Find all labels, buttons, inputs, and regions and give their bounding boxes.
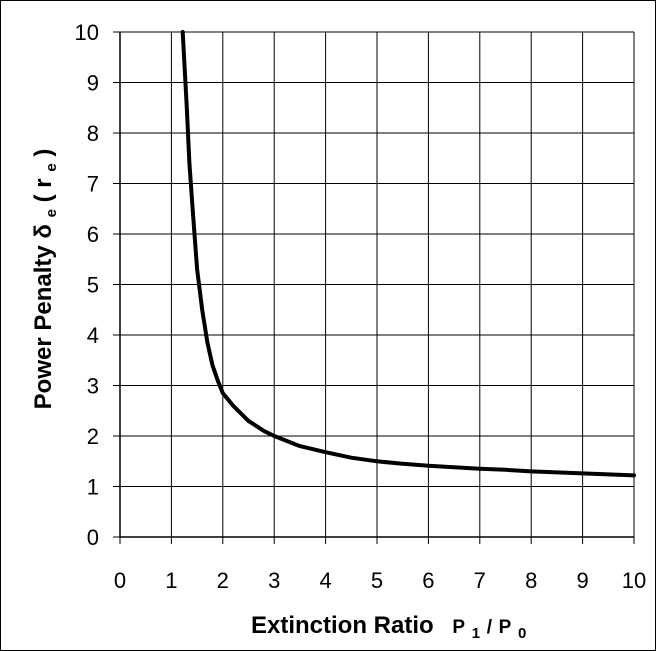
y-tick-label: 3 bbox=[87, 374, 99, 399]
x-tick-label: 7 bbox=[474, 568, 486, 593]
x-tick-label: 10 bbox=[622, 568, 646, 593]
x-tick-label: 3 bbox=[268, 568, 280, 593]
x-axis-p0: P bbox=[499, 617, 512, 638]
y-axis-r: r bbox=[30, 178, 57, 187]
y-tick-label: 8 bbox=[87, 121, 99, 146]
y-axis-delta-sub: e bbox=[43, 209, 60, 217]
x-tick-label: 5 bbox=[371, 568, 383, 593]
x-tick-label: 4 bbox=[319, 568, 331, 593]
y-tick-label: 6 bbox=[87, 222, 99, 247]
y-axis-title: Power Penalty δ e ( r e ) bbox=[30, 149, 62, 410]
y-tick-label: 0 bbox=[87, 525, 99, 550]
x-tick-label: 6 bbox=[422, 568, 434, 593]
x-axis-p0-sub: 0 bbox=[518, 625, 526, 642]
x-axis-p1: P bbox=[452, 617, 465, 638]
x-tick-labels: 0 1 2 3 4 5 6 7 8 9 10 bbox=[114, 568, 646, 593]
x-tick-label: 8 bbox=[525, 568, 537, 593]
y-axis-open-paren: ( bbox=[30, 194, 57, 202]
y-axis-delta: δ bbox=[30, 224, 57, 239]
x-tick-label: 1 bbox=[165, 568, 177, 593]
x-axis-title: Extinction Ratio P 1 / P 0 bbox=[251, 612, 526, 644]
y-axis-close-paren: ) bbox=[30, 149, 57, 157]
y-axis-r-sub: e bbox=[43, 163, 60, 171]
y-tick-label: 4 bbox=[87, 323, 99, 348]
y-tick-labels: 0 1 2 3 4 5 6 7 8 9 10 bbox=[75, 20, 99, 550]
series-line bbox=[180, 30, 636, 478]
x-tick-label: 2 bbox=[217, 568, 229, 593]
x-axis-p1-sub: 1 bbox=[472, 625, 480, 642]
x-axis-slash: / bbox=[487, 617, 493, 638]
y-tick-label: 10 bbox=[75, 20, 99, 45]
axes bbox=[113, 31, 635, 544]
x-tick-label: 0 bbox=[114, 568, 126, 593]
y-tick-label: 7 bbox=[87, 172, 99, 197]
y-tick-label: 5 bbox=[87, 273, 99, 298]
x-tick-label: 9 bbox=[576, 568, 588, 593]
y-tick-label: 1 bbox=[87, 475, 99, 500]
y-tick-label: 9 bbox=[87, 71, 99, 96]
y-axis-title-main: Power Penalty bbox=[30, 239, 57, 410]
y-tick-label: 2 bbox=[87, 424, 99, 449]
x-axis-title-main: Extinction Ratio bbox=[251, 612, 434, 639]
